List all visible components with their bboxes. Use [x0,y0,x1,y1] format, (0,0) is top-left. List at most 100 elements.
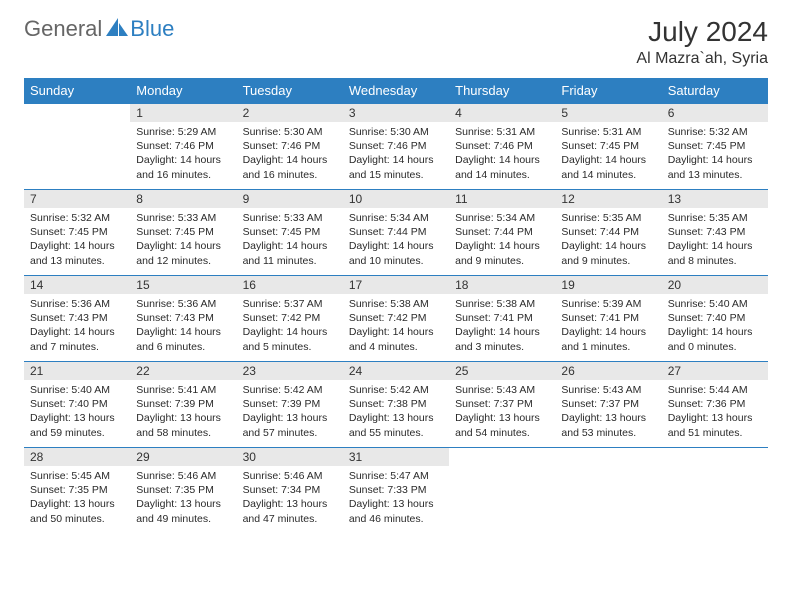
calendar-day-cell: 29Sunrise: 5:46 AMSunset: 7:35 PMDayligh… [130,448,236,534]
calendar-day-cell: 19Sunrise: 5:39 AMSunset: 7:41 PMDayligh… [555,276,661,362]
calendar-day-cell: 22Sunrise: 5:41 AMSunset: 7:39 PMDayligh… [130,362,236,448]
day-detail: Sunrise: 5:47 AMSunset: 7:33 PMDaylight:… [343,466,449,530]
calendar-day-cell: 23Sunrise: 5:42 AMSunset: 7:39 PMDayligh… [237,362,343,448]
calendar-week-row: ..1Sunrise: 5:29 AMSunset: 7:46 PMDaylig… [24,104,768,190]
day-detail: Sunrise: 5:39 AMSunset: 7:41 PMDaylight:… [555,294,661,358]
day-detail: Sunrise: 5:38 AMSunset: 7:42 PMDaylight:… [343,294,449,358]
day-number: 26 [555,362,661,380]
logo-sail-icon [106,18,128,36]
day-number: 29 [130,448,236,466]
calendar-day-cell: 21Sunrise: 5:40 AMSunset: 7:40 PMDayligh… [24,362,130,448]
calendar-day-cell: 5Sunrise: 5:31 AMSunset: 7:45 PMDaylight… [555,104,661,190]
calendar-day-cell: .. [662,448,768,534]
calendar-day-cell: 4Sunrise: 5:31 AMSunset: 7:46 PMDaylight… [449,104,555,190]
calendar-day-cell: .. [24,104,130,190]
weekday-header: Saturday [662,78,768,104]
day-number: 4 [449,104,555,122]
logo-part1: General [24,16,102,42]
calendar-day-cell: 2Sunrise: 5:30 AMSunset: 7:46 PMDaylight… [237,104,343,190]
day-number: 5 [555,104,661,122]
calendar-day-cell: 31Sunrise: 5:47 AMSunset: 7:33 PMDayligh… [343,448,449,534]
title-block: July 2024 Al Mazra`ah, Syria [636,16,768,68]
day-number: 31 [343,448,449,466]
calendar-day-cell: 12Sunrise: 5:35 AMSunset: 7:44 PMDayligh… [555,190,661,276]
day-number: 6 [662,104,768,122]
weekday-header: Thursday [449,78,555,104]
day-detail: Sunrise: 5:31 AMSunset: 7:45 PMDaylight:… [555,122,661,186]
day-detail: Sunrise: 5:32 AMSunset: 7:45 PMDaylight:… [24,208,130,272]
calendar-week-row: 7Sunrise: 5:32 AMSunset: 7:45 PMDaylight… [24,190,768,276]
weekday-header: Wednesday [343,78,449,104]
calendar-day-cell: 14Sunrise: 5:36 AMSunset: 7:43 PMDayligh… [24,276,130,362]
calendar-day-cell: 20Sunrise: 5:40 AMSunset: 7:40 PMDayligh… [662,276,768,362]
weekday-header: Monday [130,78,236,104]
day-detail: Sunrise: 5:46 AMSunset: 7:34 PMDaylight:… [237,466,343,530]
day-detail: Sunrise: 5:30 AMSunset: 7:46 PMDaylight:… [343,122,449,186]
calendar-day-cell: 3Sunrise: 5:30 AMSunset: 7:46 PMDaylight… [343,104,449,190]
day-detail: Sunrise: 5:36 AMSunset: 7:43 PMDaylight:… [130,294,236,358]
calendar-week-row: 28Sunrise: 5:45 AMSunset: 7:35 PMDayligh… [24,448,768,534]
day-number: 1 [130,104,236,122]
calendar-week-row: 21Sunrise: 5:40 AMSunset: 7:40 PMDayligh… [24,362,768,448]
calendar-day-cell: 26Sunrise: 5:43 AMSunset: 7:37 PMDayligh… [555,362,661,448]
calendar-week-row: 14Sunrise: 5:36 AMSunset: 7:43 PMDayligh… [24,276,768,362]
day-detail: Sunrise: 5:40 AMSunset: 7:40 PMDaylight:… [662,294,768,358]
calendar-day-cell: 24Sunrise: 5:42 AMSunset: 7:38 PMDayligh… [343,362,449,448]
day-number: 9 [237,190,343,208]
day-detail: Sunrise: 5:44 AMSunset: 7:36 PMDaylight:… [662,380,768,444]
day-number: 3 [343,104,449,122]
day-detail: Sunrise: 5:30 AMSunset: 7:46 PMDaylight:… [237,122,343,186]
day-number: 7 [24,190,130,208]
day-number: 10 [343,190,449,208]
calendar-day-cell: 28Sunrise: 5:45 AMSunset: 7:35 PMDayligh… [24,448,130,534]
calendar-day-cell: 10Sunrise: 5:34 AMSunset: 7:44 PMDayligh… [343,190,449,276]
day-detail: Sunrise: 5:42 AMSunset: 7:38 PMDaylight:… [343,380,449,444]
day-detail: Sunrise: 5:38 AMSunset: 7:41 PMDaylight:… [449,294,555,358]
day-number: 20 [662,276,768,294]
header: General Blue July 2024 Al Mazra`ah, Syri… [24,16,768,68]
day-detail: Sunrise: 5:46 AMSunset: 7:35 PMDaylight:… [130,466,236,530]
day-number: 30 [237,448,343,466]
calendar-day-cell: 18Sunrise: 5:38 AMSunset: 7:41 PMDayligh… [449,276,555,362]
calendar-day-cell: 25Sunrise: 5:43 AMSunset: 7:37 PMDayligh… [449,362,555,448]
day-number: 16 [237,276,343,294]
day-detail: Sunrise: 5:43 AMSunset: 7:37 PMDaylight:… [555,380,661,444]
calendar-day-cell: 30Sunrise: 5:46 AMSunset: 7:34 PMDayligh… [237,448,343,534]
calendar-day-cell: 6Sunrise: 5:32 AMSunset: 7:45 PMDaylight… [662,104,768,190]
calendar-day-cell: 1Sunrise: 5:29 AMSunset: 7:46 PMDaylight… [130,104,236,190]
day-detail: Sunrise: 5:41 AMSunset: 7:39 PMDaylight:… [130,380,236,444]
day-number: 12 [555,190,661,208]
day-number: 13 [662,190,768,208]
day-number: 21 [24,362,130,380]
calendar-day-cell: 9Sunrise: 5:33 AMSunset: 7:45 PMDaylight… [237,190,343,276]
day-number: 19 [555,276,661,294]
day-detail: Sunrise: 5:35 AMSunset: 7:43 PMDaylight:… [662,208,768,272]
day-detail: Sunrise: 5:43 AMSunset: 7:37 PMDaylight:… [449,380,555,444]
day-number: 11 [449,190,555,208]
calendar-day-cell: 8Sunrise: 5:33 AMSunset: 7:45 PMDaylight… [130,190,236,276]
month-title: July 2024 [636,16,768,48]
day-number: 18 [449,276,555,294]
calendar-day-cell: 17Sunrise: 5:38 AMSunset: 7:42 PMDayligh… [343,276,449,362]
day-number: 28 [24,448,130,466]
day-detail: Sunrise: 5:33 AMSunset: 7:45 PMDaylight:… [237,208,343,272]
day-detail: Sunrise: 5:34 AMSunset: 7:44 PMDaylight:… [343,208,449,272]
calendar-day-cell: 15Sunrise: 5:36 AMSunset: 7:43 PMDayligh… [130,276,236,362]
calendar: Sunday Monday Tuesday Wednesday Thursday… [24,78,768,534]
day-number: 14 [24,276,130,294]
location: Al Mazra`ah, Syria [636,50,768,68]
logo: General Blue [24,16,174,42]
day-detail: Sunrise: 5:34 AMSunset: 7:44 PMDaylight:… [449,208,555,272]
logo-part2: Blue [130,16,174,42]
calendar-day-cell: 11Sunrise: 5:34 AMSunset: 7:44 PMDayligh… [449,190,555,276]
day-detail: Sunrise: 5:29 AMSunset: 7:46 PMDaylight:… [130,122,236,186]
day-detail: Sunrise: 5:32 AMSunset: 7:45 PMDaylight:… [662,122,768,186]
day-detail: Sunrise: 5:37 AMSunset: 7:42 PMDaylight:… [237,294,343,358]
weekday-header: Sunday [24,78,130,104]
day-detail: Sunrise: 5:36 AMSunset: 7:43 PMDaylight:… [24,294,130,358]
day-number: 17 [343,276,449,294]
day-number: 27 [662,362,768,380]
day-number: 23 [237,362,343,380]
calendar-day-cell: 13Sunrise: 5:35 AMSunset: 7:43 PMDayligh… [662,190,768,276]
calendar-day-cell: 16Sunrise: 5:37 AMSunset: 7:42 PMDayligh… [237,276,343,362]
